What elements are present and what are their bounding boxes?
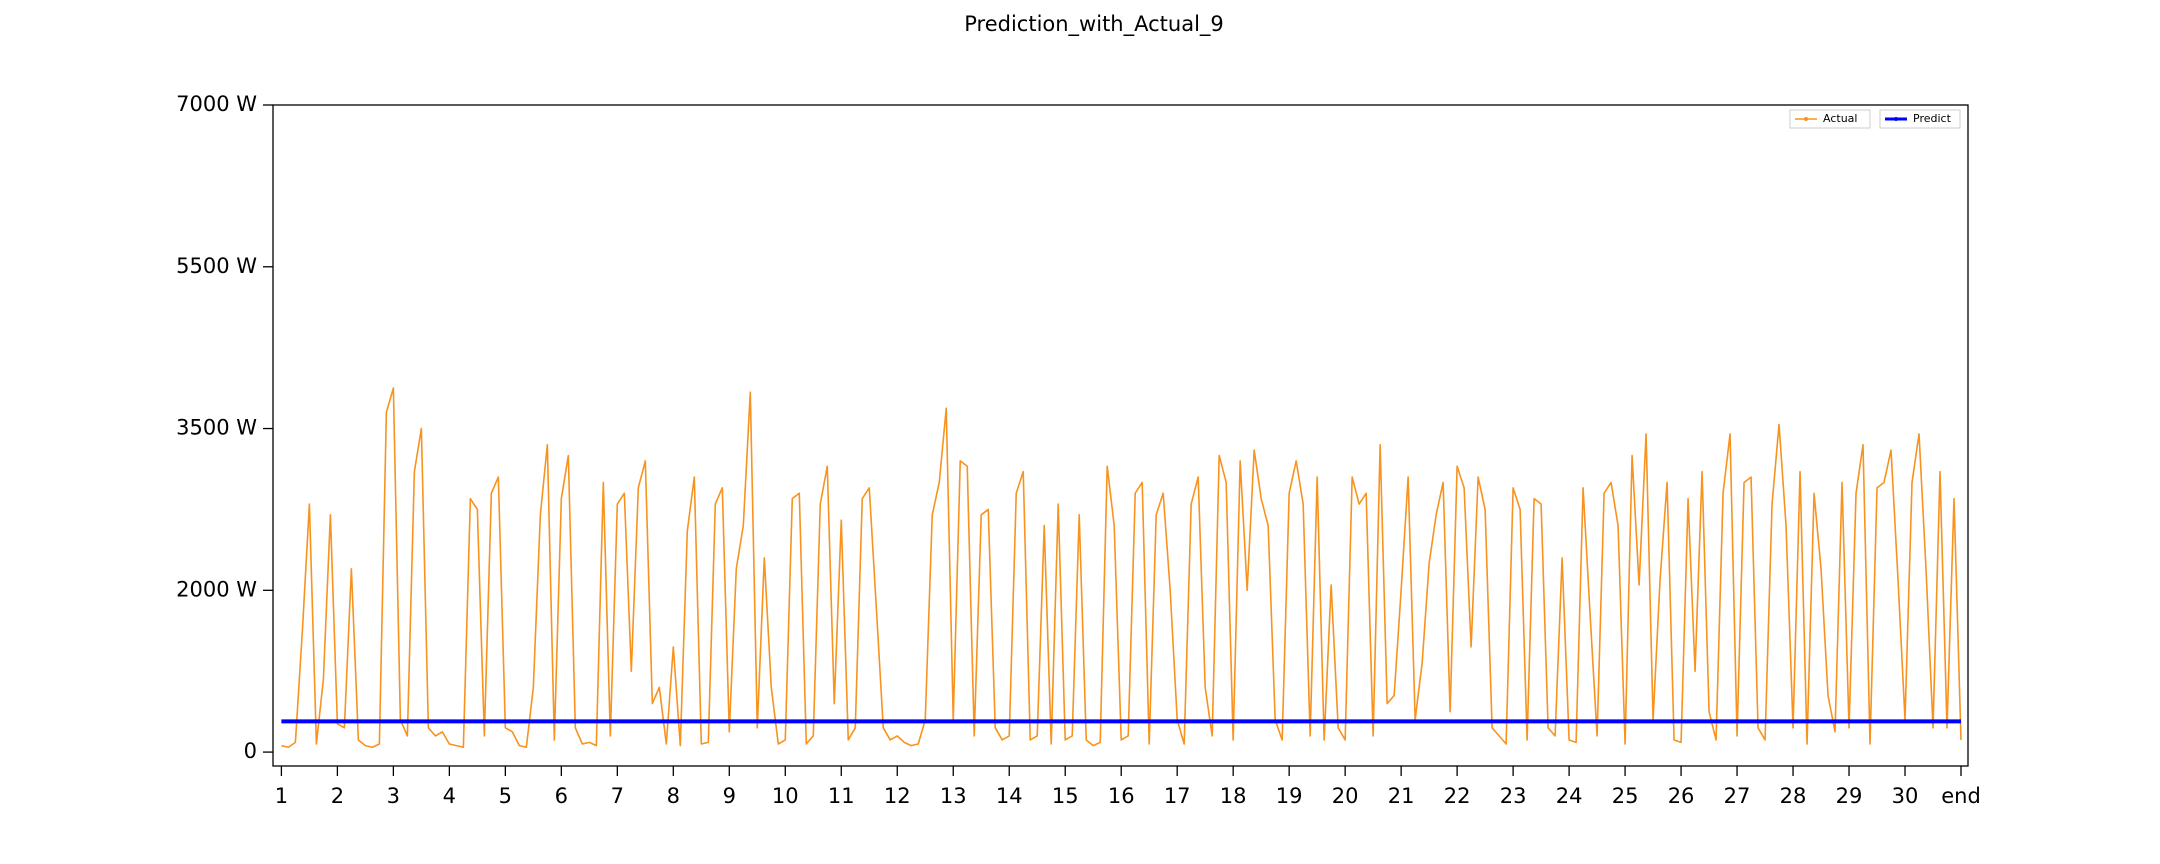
x-tick-label: 10: [772, 784, 799, 808]
x-tick-label: 20: [1332, 784, 1359, 808]
legend-label: Actual: [1823, 112, 1857, 125]
x-tick-label: 9: [723, 784, 736, 808]
x-tick-label: 29: [1836, 784, 1863, 808]
x-tick-label: 16: [1108, 784, 1135, 808]
x-tick-label: 26: [1668, 784, 1695, 808]
x-tick-label: 19: [1276, 784, 1303, 808]
x-tick-label: 24: [1556, 784, 1583, 808]
x-tick-label: 3: [387, 784, 400, 808]
x-tick-label: 1: [275, 784, 288, 808]
y-tick-label: 7000 W: [176, 92, 257, 116]
x-tick-label: 27: [1724, 784, 1751, 808]
y-tick-label: 0: [244, 739, 257, 763]
x-tick-label: 11: [828, 784, 855, 808]
legend-label: Predict: [1913, 112, 1952, 125]
line-0: [281, 387, 1962, 749]
y-tick-label: 3500 W: [176, 416, 257, 440]
x-tick-label: 8: [667, 784, 680, 808]
x-tick-label: 17: [1164, 784, 1191, 808]
chart-title: Prediction_with_Actual_9: [964, 12, 1224, 37]
legend-marker: [1894, 117, 1898, 121]
x-tick-label: 21: [1388, 784, 1415, 808]
x-tick-label: 25: [1612, 784, 1639, 808]
x-tick-label: 7: [611, 784, 624, 808]
x-tick-label: 5: [499, 784, 512, 808]
x-tick-label: 30: [1892, 784, 1919, 808]
x-tick-label: end: [1941, 784, 1981, 808]
x-tick-label: 15: [1052, 784, 1079, 808]
legend-marker: [1804, 117, 1808, 121]
x-tick-label: 12: [884, 784, 911, 808]
x-tick-label: 28: [1780, 784, 1807, 808]
x-tick-label: 14: [996, 784, 1023, 808]
x-tick-label: 4: [443, 784, 456, 808]
legend-box: [1789, 109, 1871, 129]
y-tick-label: 2000 W: [176, 577, 257, 601]
y-tick-label: 5500 W: [176, 254, 257, 278]
x-tick-label: 22: [1444, 784, 1471, 808]
legend-box: [1879, 109, 1961, 129]
x-tick-label: 6: [555, 784, 568, 808]
plot-frame: [272, 104, 1969, 767]
x-tick-label: 2: [331, 784, 344, 808]
x-tick-label: 18: [1220, 784, 1247, 808]
x-tick-label: 23: [1500, 784, 1527, 808]
x-tick-label: 13: [940, 784, 967, 808]
